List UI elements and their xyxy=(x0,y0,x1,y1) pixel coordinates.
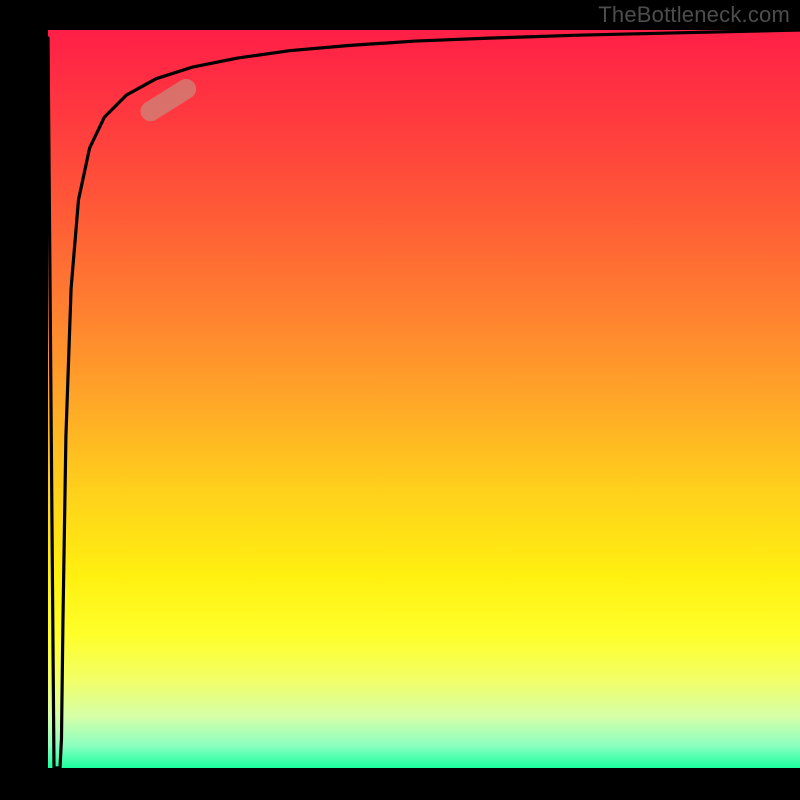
bottleneck-chart: TheBottleneck.com xyxy=(0,0,800,800)
gradient-background xyxy=(48,30,800,768)
chart-svg xyxy=(0,0,800,800)
watermark-text: TheBottleneck.com xyxy=(598,2,790,28)
